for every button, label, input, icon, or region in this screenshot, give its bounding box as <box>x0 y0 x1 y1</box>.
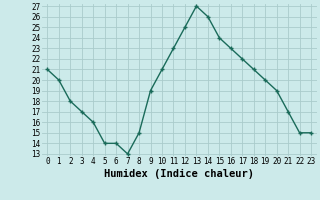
X-axis label: Humidex (Indice chaleur): Humidex (Indice chaleur) <box>104 169 254 179</box>
